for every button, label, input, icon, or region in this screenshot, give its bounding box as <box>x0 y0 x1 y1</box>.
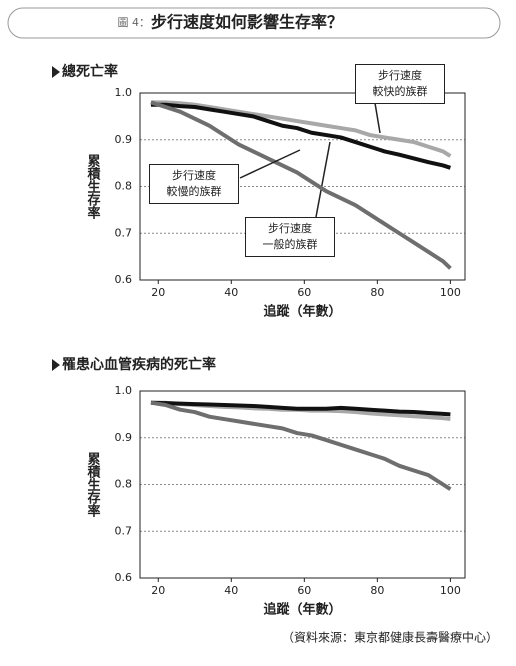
x-tick-label: 80 <box>370 584 384 597</box>
x-tick-label: 40 <box>224 286 238 299</box>
y-tick-label: 0.6 <box>115 273 133 286</box>
y-axis-label: 累積生存率 <box>85 451 102 518</box>
header-box <box>7 7 501 39</box>
y-tick-label: 0.8 <box>115 478 133 491</box>
series-line <box>150 100 452 270</box>
leader-line <box>374 102 381 134</box>
y-tick-label: 0.7 <box>115 226 133 239</box>
leader-line <box>315 141 331 218</box>
series-line <box>150 102 452 170</box>
chart-title: 總死亡率 <box>62 63 118 80</box>
y-axis-label: 累積生存率 <box>85 153 102 220</box>
leader-line <box>239 149 301 179</box>
y-tick-label: 1.0 <box>115 86 133 99</box>
series-line <box>150 400 451 417</box>
series-annotation: 步行速度 一般的族群 <box>245 217 335 257</box>
title-marker <box>52 359 60 371</box>
x-tick-label: 40 <box>224 584 238 597</box>
x-axis-label: 追蹤（年數） <box>263 602 341 618</box>
y-tick-label: 0.9 <box>115 431 133 444</box>
x-tick-label: 100 <box>440 584 461 597</box>
title-marker <box>52 66 60 78</box>
x-tick-label: 100 <box>440 286 461 299</box>
x-axis-label: 追蹤（年數） <box>263 304 341 320</box>
y-tick-label: 0.6 <box>115 571 133 584</box>
series-line <box>150 100 452 158</box>
x-tick-label: 80 <box>370 286 384 299</box>
plot-frame <box>139 390 466 579</box>
series-annotation: 步行速度 較快的族群 <box>355 64 445 104</box>
y-tick-label: 1.0 <box>115 384 133 397</box>
x-tick-label: 60 <box>297 584 311 597</box>
figure-title: 步行速度如何影響生存率？ <box>151 13 343 32</box>
x-tick-label: 60 <box>297 286 311 299</box>
series-annotation: 步行速度 較慢的族群 <box>149 164 239 204</box>
chart-title: 罹患心血管疾病的死亡率 <box>62 356 216 373</box>
x-tick-label: 20 <box>151 584 165 597</box>
figure-label: 圖 4： <box>118 16 151 29</box>
y-tick-label: 0.8 <box>115 180 133 193</box>
x-tick-label: 20 <box>151 286 165 299</box>
series-line <box>150 400 452 491</box>
y-tick-label: 0.9 <box>115 133 133 146</box>
source: （資料來源：東京都健康長壽醫療中心） <box>282 630 498 645</box>
plot-frame <box>139 92 466 281</box>
y-tick-label: 0.7 <box>115 524 133 537</box>
